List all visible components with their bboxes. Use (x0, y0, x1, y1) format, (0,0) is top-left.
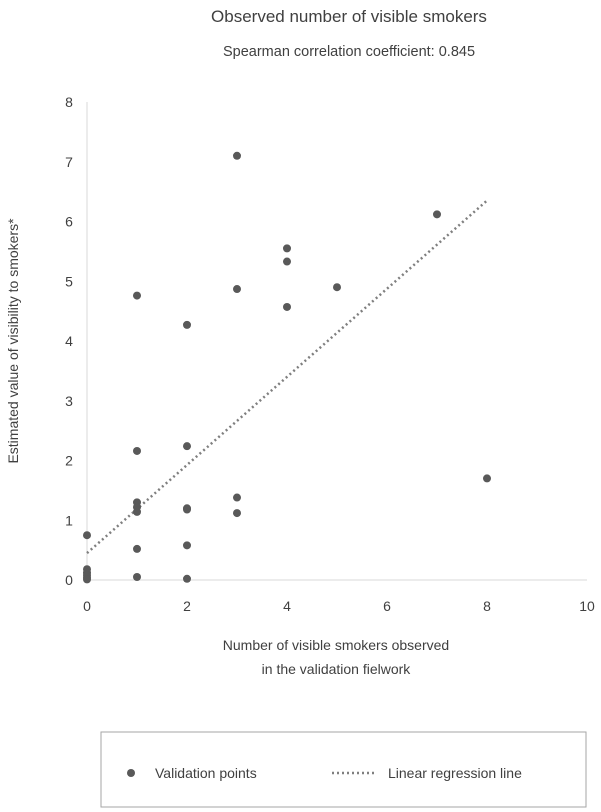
x-axis-title-line-1: Number of visible smokers observed (223, 637, 449, 653)
chart-title: Observed number of visible smokers (211, 7, 487, 26)
x-tick-label: 6 (383, 598, 391, 614)
data-point (183, 320, 191, 329)
x-tick-labels: 0 2 4 6 8 10 (83, 598, 595, 614)
regression-line (86, 199, 488, 555)
x-tick-label: 8 (483, 598, 491, 614)
data-point (133, 507, 141, 516)
x-tick-label: 2 (183, 598, 191, 614)
y-tick-label: 7 (65, 154, 73, 170)
data-point (433, 210, 441, 219)
data-point (283, 244, 291, 253)
data-point (133, 544, 141, 553)
data-point (183, 442, 191, 451)
y-tick-label: 1 (65, 512, 73, 528)
y-tick-labels: 0 1 2 3 4 5 6 7 8 (65, 94, 73, 588)
legend-marker-validation-points (127, 769, 135, 777)
y-tick-label: 2 (65, 453, 73, 469)
data-point (233, 509, 241, 518)
data-point (83, 575, 91, 584)
y-tick-label: 6 (65, 214, 73, 230)
x-axis-title-line-2: in the validation fielwork (262, 661, 412, 677)
data-point (133, 291, 141, 300)
y-tick-label: 3 (65, 393, 73, 409)
data-point (133, 446, 141, 455)
y-tick-label: 5 (65, 273, 73, 289)
data-point (233, 285, 241, 294)
legend: Validation points Linear regression line (100, 731, 587, 808)
data-point (183, 505, 191, 514)
legend-box (100, 731, 587, 808)
chart-subtitle: Spearman correlation coefficient: 0.845 (223, 44, 475, 60)
data-point (333, 283, 341, 292)
y-tick-label: 4 (65, 333, 73, 349)
x-tick-label: 0 (83, 598, 91, 614)
data-point (183, 574, 191, 583)
plot-area (83, 151, 491, 584)
y-axis-title-text: Estimated value of visibility to smokers… (5, 218, 21, 464)
y-tick-label: 0 (65, 572, 73, 588)
data-point (83, 531, 91, 540)
x-tick-label: 10 (579, 598, 595, 614)
legend-label-regression-line: Linear regression line (388, 765, 522, 781)
y-axis-title: Estimated value of visibility to smokers… (5, 218, 21, 464)
data-point (233, 151, 241, 160)
data-point (233, 493, 241, 502)
legend-label-validation-points: Validation points (155, 765, 257, 781)
data-point (483, 474, 491, 483)
data-point (183, 541, 191, 550)
data-point (283, 302, 291, 311)
data-point (133, 573, 141, 582)
x-tick-label: 4 (283, 598, 291, 614)
data-point (283, 257, 291, 266)
y-tick-label: 8 (65, 94, 73, 110)
